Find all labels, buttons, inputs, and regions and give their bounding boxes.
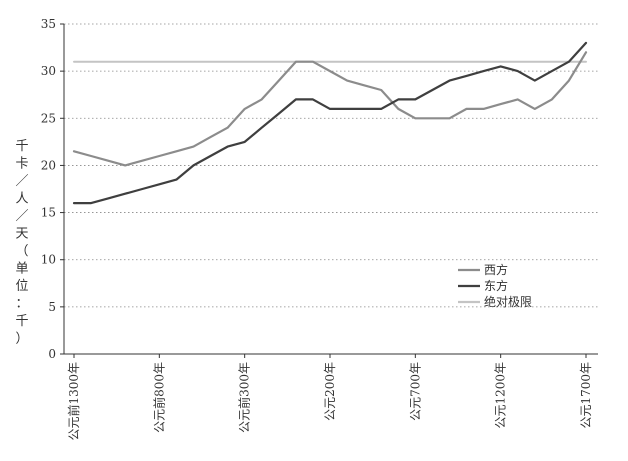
y-axis-label-char: （ [15,244,28,259]
gridlines [64,23,598,308]
legend-label: 东方 [484,278,508,293]
y-axis-label-char: 千 [15,139,28,154]
x-tick-label: 公元前1300年 [66,362,81,441]
x-tick-label: 公元前300年 [237,362,252,433]
y-tick-label: 20 [41,158,56,172]
x-tick-label: 公元700年 [408,362,422,421]
legend-label: 绝对极限 [484,294,532,309]
y-tick-label: 0 [48,347,56,361]
series-lines [72,41,588,205]
y-axis-label-char: 位 [15,279,28,294]
y-tick-label: 15 [41,206,56,220]
x-tick-label: 公元1700年 [579,362,593,429]
axes [63,24,598,355]
y-axis-label-char: ／ [15,209,28,224]
y-axis-label: 千卡／人／天（单位：千） [15,139,28,347]
x-tick-label: 公元200年 [323,362,337,421]
x-tick-label: 公元1200年 [494,362,508,429]
series-line-1 [72,41,588,205]
y-tick-label: 25 [41,111,56,125]
legend-label: 西方 [484,262,508,277]
y-tick-label: 35 [41,17,56,31]
series-line-0 [72,51,588,167]
y-axis-label-char: 单 [15,262,28,277]
y-axis-label-char: 卡 [15,157,28,172]
y-tick-label: 10 [41,253,56,267]
x-tick-label: 公元前800年 [151,362,166,433]
y-axis-label-char: 千 [15,314,28,329]
y-axis-label-char: 人 [15,192,28,207]
y-axis-label-char: ） [15,332,28,347]
y-tick-label: 5 [48,300,56,314]
y-axis-label-char: ： [15,297,28,312]
x-ticks: 公元前1300年 公元前800年 公元前300年 公元200年 公元700年 公元1200… [66,354,593,441]
y-ticks: 0 5 10 15 20 25 30 35 [41,17,64,361]
y-tick-label: 30 [41,64,56,78]
y-axis-label-char: ／ [15,174,28,189]
y-axis-label-char: 天 [15,227,28,242]
